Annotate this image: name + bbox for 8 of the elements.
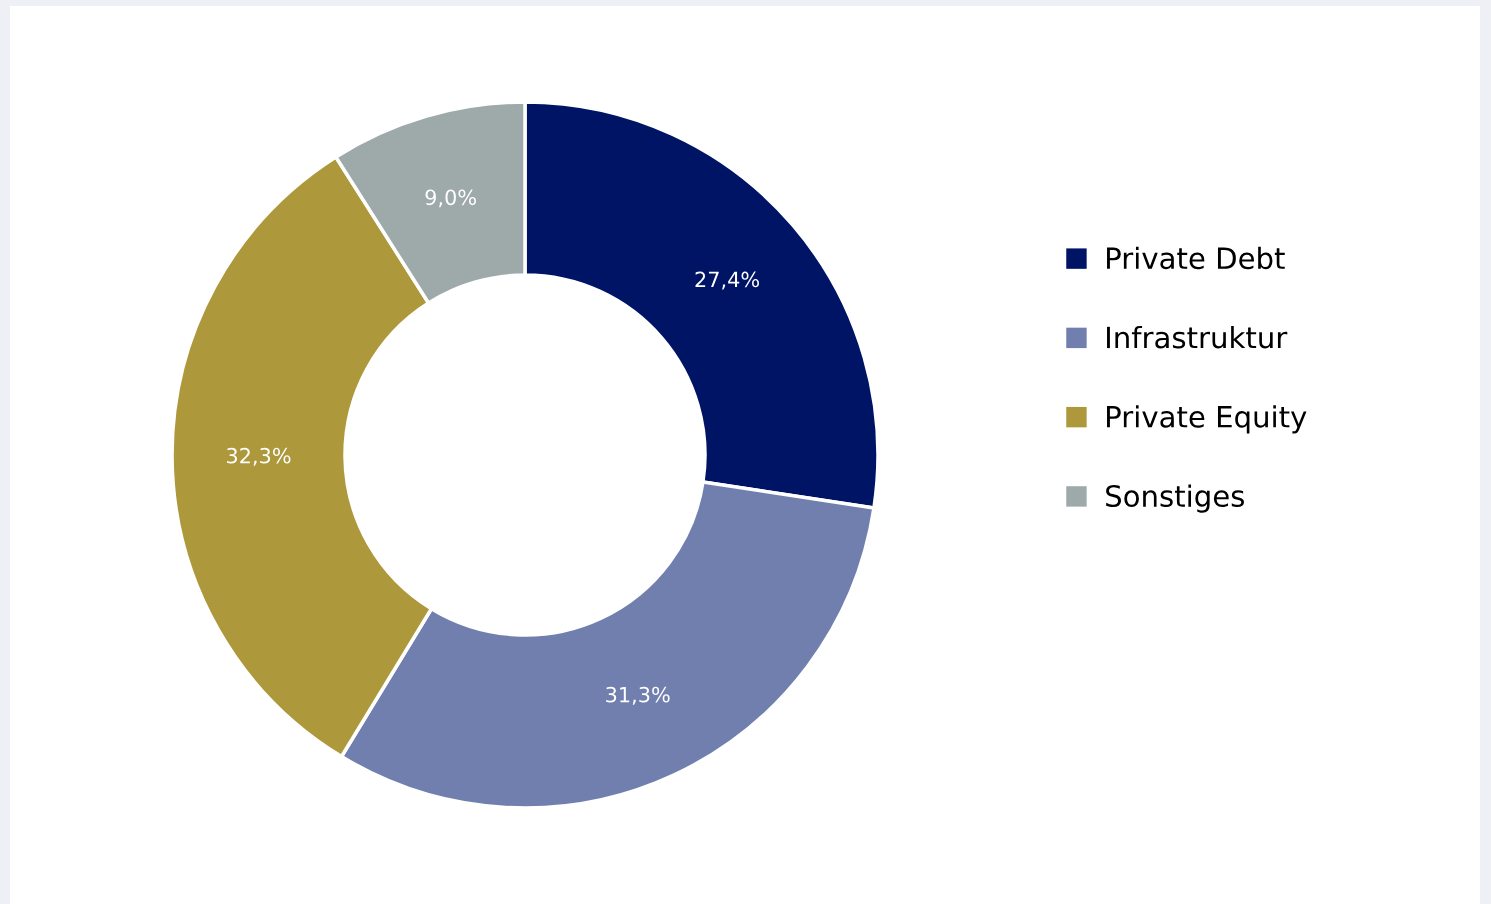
- data-label: 31,3%: [606, 686, 670, 705]
- legend-label: Private Debt: [1107, 246, 1285, 270]
- legend-label: Private Equity: [1107, 405, 1307, 434]
- legend-label: Sonstiges: [1106, 484, 1244, 513]
- legend-label: Infrastruktur: [1107, 325, 1288, 349]
- data-label: 9,0%: [425, 189, 476, 208]
- data-label: 27,4%: [695, 271, 760, 290]
- data-label: 32,3%: [227, 447, 291, 466]
